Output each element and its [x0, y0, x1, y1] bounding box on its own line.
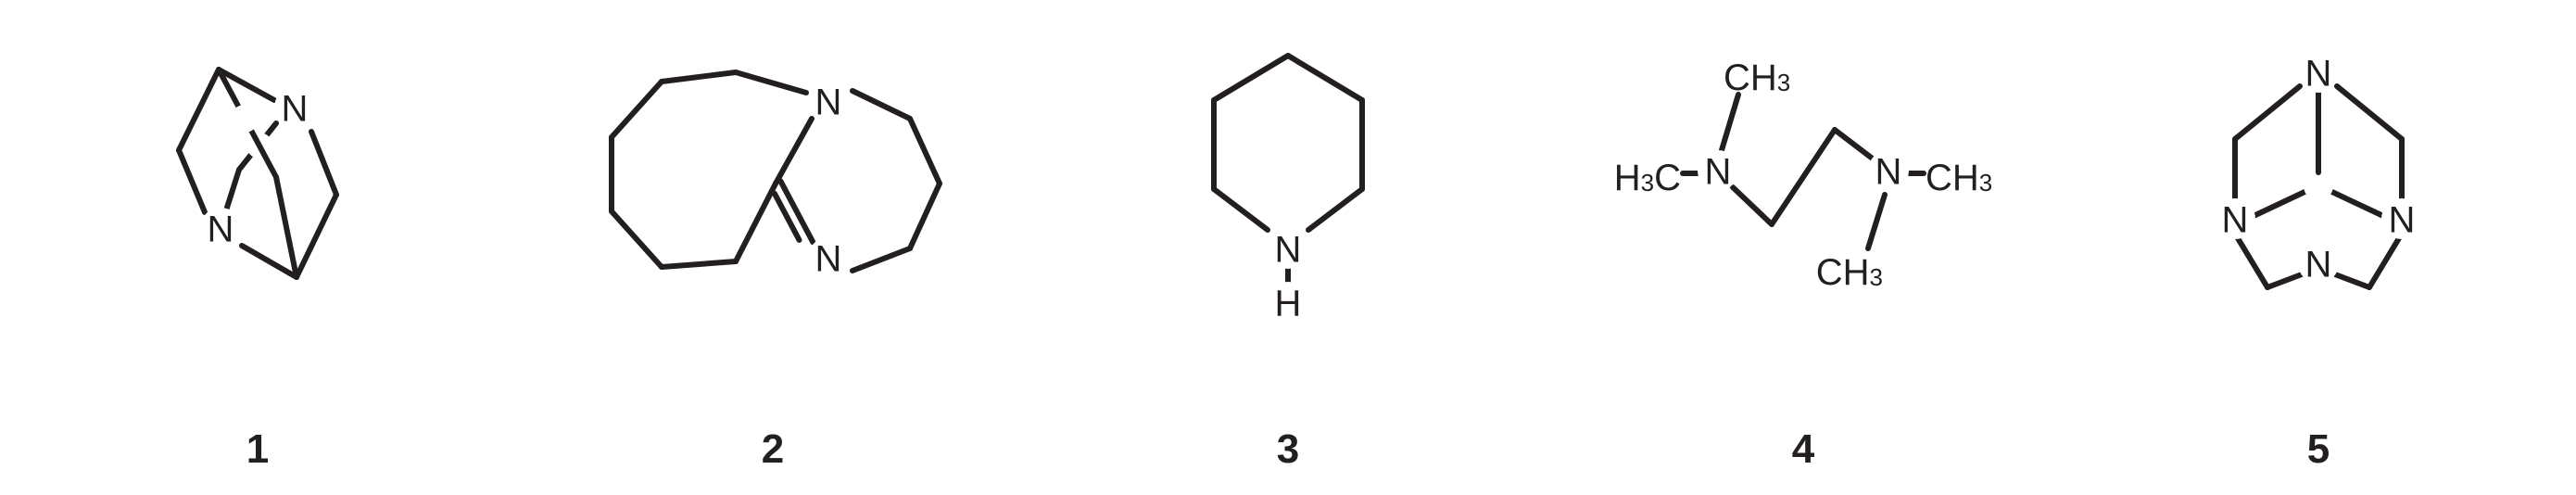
structure-panel-4: N N H3C CH3 CH3 CH3 4	[1546, 0, 2061, 495]
structure-caption-5: 5	[2061, 426, 2576, 473]
structure-svg-2: NN	[578, 19, 967, 352]
structure-svg-1: NN	[137, 19, 378, 352]
structure-svg-5: N N N N	[2179, 19, 2457, 352]
structure-panel-3: NH 3	[1030, 0, 1546, 495]
structure-svg-4: N N H3C CH3 CH3 CH3	[1562, 19, 2044, 352]
svg-text:N: N	[2305, 54, 2332, 95]
svg-text:N: N	[815, 82, 842, 123]
svg-text:CH3: CH3	[1926, 158, 1992, 198]
structure-panel-1: NN 1	[0, 0, 515, 495]
svg-text:N: N	[1275, 230, 1302, 271]
structure-caption-3: 3	[1030, 426, 1546, 473]
structure-panel-5: N N N N 5	[2061, 0, 2576, 495]
svg-text:N: N	[2305, 245, 2332, 286]
svg-text:N: N	[1875, 152, 1902, 193]
svg-text:H3C: H3C	[1614, 158, 1681, 198]
svg-text:N: N	[208, 209, 234, 250]
structure-caption-1: 1	[0, 426, 515, 473]
svg-text:N: N	[2389, 200, 2416, 241]
structure-panel-2: NN 2	[515, 0, 1030, 495]
svg-text:CH3: CH3	[1724, 57, 1790, 98]
svg-text:N: N	[2222, 200, 2249, 241]
svg-text:CH3: CH3	[1816, 252, 1883, 293]
chemical-structure-row: NN 1 NN 2 NH 3 NNH3CCH3CH3CH3 4 NNNN 5	[0, 0, 2576, 495]
svg-text:N: N	[815, 239, 842, 280]
structure-svg-3: NH	[1177, 19, 1399, 352]
structure-caption-2: 2	[515, 426, 1030, 473]
structure-caption-4: 4	[1546, 426, 2061, 473]
svg-text:N: N	[1705, 152, 1732, 193]
svg-text:H: H	[1275, 284, 1302, 324]
svg-text:N: N	[282, 89, 309, 130]
